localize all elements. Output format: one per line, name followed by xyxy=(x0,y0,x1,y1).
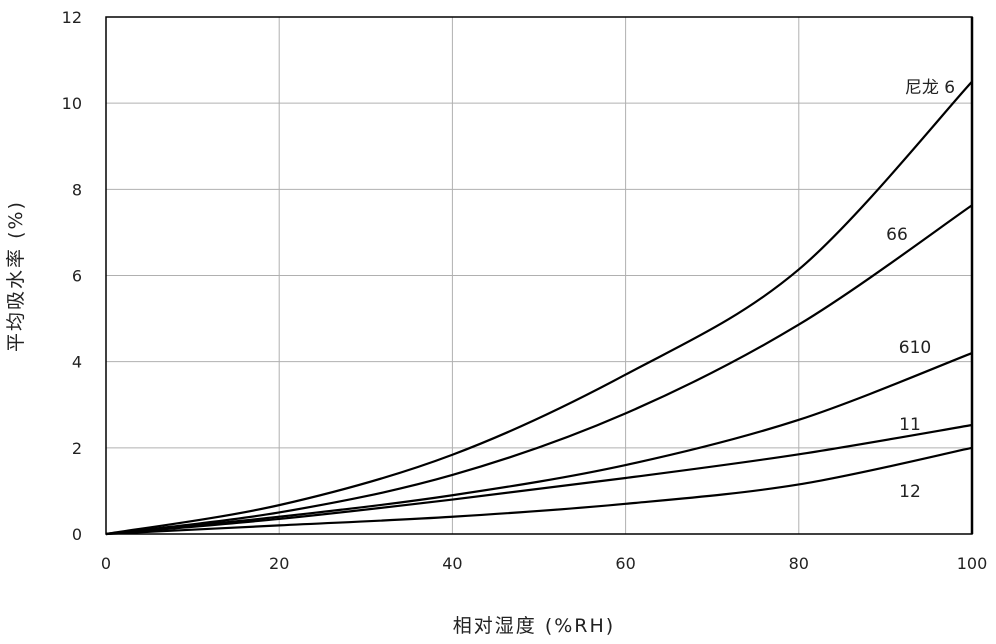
y-tick-labels: 0 2 4 6 8 10 12 xyxy=(62,8,82,544)
y-tick-label: 8 xyxy=(72,180,82,199)
y-tick-label: 2 xyxy=(72,439,82,458)
series-label: 610 xyxy=(899,338,931,358)
y-tick-label: 12 xyxy=(62,8,82,27)
series-line-尼龙 6 xyxy=(105,80,973,536)
series-label: 尼龙 6 xyxy=(905,78,955,98)
grid xyxy=(106,17,972,534)
x-tick-label: 100 xyxy=(957,554,988,573)
series-line-12 xyxy=(105,446,973,536)
y-tick-label: 10 xyxy=(62,94,82,113)
y-axis-label: 平均吸水率 (%) xyxy=(5,200,27,352)
series-line-66 xyxy=(105,204,973,536)
curves xyxy=(105,80,973,536)
series-labels: 尼龙 6 66 610 11 12 xyxy=(886,78,955,502)
y-tick-label: 0 xyxy=(72,525,82,544)
x-tick-label: 0 xyxy=(101,554,111,573)
plot-frame xyxy=(105,16,974,535)
series-label: 12 xyxy=(899,482,921,502)
x-axis-label: 相对湿度 (%RH) xyxy=(453,615,615,637)
series-label: 66 xyxy=(886,225,908,245)
series-line-11 xyxy=(105,423,973,536)
x-tick-label: 20 xyxy=(269,554,289,573)
x-tick-label: 80 xyxy=(789,554,809,573)
x-tick-label: 40 xyxy=(442,554,462,573)
x-tick-labels: 0 20 40 60 80 100 xyxy=(101,554,987,573)
y-tick-label: 4 xyxy=(72,353,82,372)
x-tick-label: 60 xyxy=(615,554,635,573)
series-line-610 xyxy=(105,352,973,536)
y-tick-label: 6 xyxy=(72,267,82,286)
series-label: 11 xyxy=(899,415,921,435)
